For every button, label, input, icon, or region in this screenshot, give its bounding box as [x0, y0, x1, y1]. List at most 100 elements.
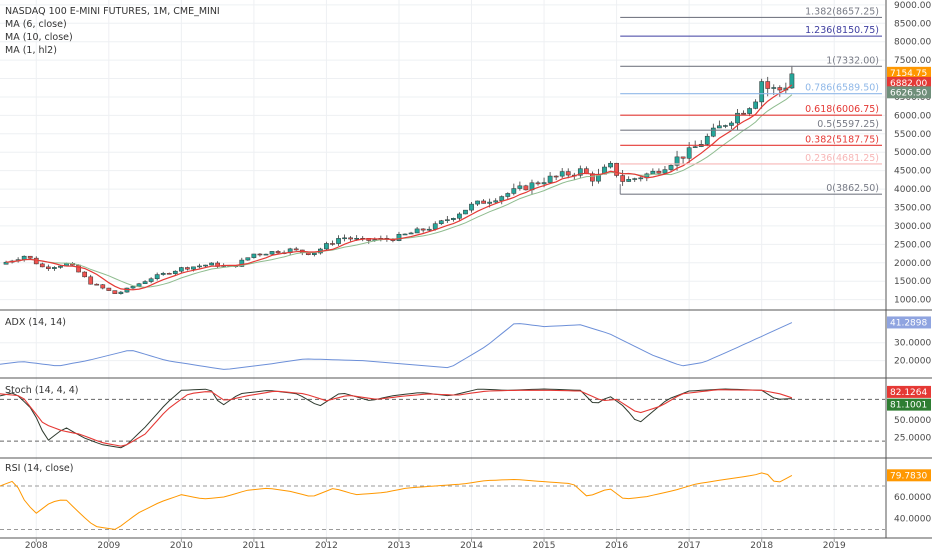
candle-body[interactable] — [257, 253, 263, 256]
candle-body[interactable] — [620, 175, 626, 182]
candle-body[interactable] — [753, 101, 759, 109]
candle-body[interactable] — [729, 122, 734, 126]
candle-body[interactable] — [112, 290, 118, 294]
candle-body[interactable] — [148, 278, 154, 282]
candle-body[interactable] — [82, 271, 87, 278]
candle-body[interactable] — [342, 237, 347, 240]
candle-body[interactable] — [692, 146, 698, 148]
candle-body[interactable] — [626, 179, 632, 182]
candle-body[interactable] — [263, 253, 269, 256]
candle-body[interactable] — [559, 171, 565, 177]
candle-body[interactable] — [27, 255, 33, 259]
candle-body[interactable] — [420, 228, 426, 231]
candle-body[interactable] — [438, 220, 444, 224]
candle-body[interactable] — [668, 165, 674, 170]
candle-body[interactable] — [52, 267, 57, 269]
candle-body[interactable] — [33, 257, 39, 265]
candle-body[interactable] — [493, 200, 499, 203]
candle-body[interactable] — [614, 162, 619, 176]
candle-body[interactable] — [789, 73, 795, 89]
candle-body[interactable] — [414, 228, 420, 234]
adx-panel[interactable] — [0, 322, 793, 370]
candle-body[interactable] — [517, 185, 523, 189]
candle-body[interactable] — [239, 259, 245, 267]
candle-body[interactable] — [269, 251, 275, 255]
candle-body[interactable] — [475, 200, 480, 205]
candle-body[interactable] — [747, 108, 752, 114]
candle-body[interactable] — [777, 87, 783, 91]
candle-body[interactable] — [656, 170, 662, 174]
candle-body[interactable] — [106, 287, 112, 291]
candle-body[interactable] — [547, 175, 553, 183]
stoch-panel[interactable] — [0, 388, 885, 449]
candle-body[interactable] — [251, 253, 257, 258]
candle-body[interactable] — [686, 147, 692, 159]
candle-body[interactable] — [336, 238, 341, 244]
candle-body[interactable] — [426, 228, 432, 231]
candle-body[interactable] — [481, 200, 486, 204]
candle-body[interactable] — [118, 291, 124, 294]
candle-body[interactable] — [741, 112, 746, 115]
candle-body[interactable] — [154, 274, 160, 279]
candle-body[interactable] — [76, 264, 81, 273]
candle-body[interactable] — [523, 185, 529, 191]
candle-body[interactable] — [499, 196, 505, 202]
candle-body[interactable] — [160, 273, 166, 275]
candle-body[interactable] — [650, 170, 656, 175]
candle-body[interactable] — [511, 188, 517, 194]
candle-body[interactable] — [130, 286, 136, 289]
candle-body[interactable] — [166, 273, 172, 275]
candle-body[interactable] — [674, 156, 680, 166]
candle-body[interactable] — [39, 263, 45, 268]
candle-body[interactable] — [541, 182, 547, 185]
candle-body[interactable] — [172, 270, 178, 274]
candle-body[interactable] — [354, 238, 360, 240]
candle-body[interactable] — [275, 251, 281, 254]
price-panel[interactable]: 0(3862.50) 0.236(4681.25) 0.382(5187.75) 0.… — [3, 6, 882, 295]
candle-body[interactable] — [662, 169, 668, 174]
candle-body[interactable] — [771, 87, 777, 89]
candle-body[interactable] — [245, 257, 251, 261]
candle-body[interactable] — [396, 233, 402, 241]
candle-body[interactable] — [191, 266, 196, 270]
rsi-panel[interactable] — [0, 472, 885, 531]
rsi-line[interactable] — [0, 472, 793, 530]
candle-body[interactable] — [142, 281, 148, 284]
candle-body[interactable] — [638, 177, 644, 180]
candle-body[interactable] — [311, 252, 317, 255]
adx-line[interactable] — [0, 322, 793, 370]
candle-body[interactable] — [324, 243, 329, 250]
candle-body[interactable] — [408, 232, 414, 235]
candle-body[interactable] — [632, 178, 638, 180]
candle-body[interactable] — [293, 248, 299, 251]
candle-body[interactable] — [704, 135, 710, 145]
candle-body[interactable] — [330, 243, 335, 245]
candle-body[interactable] — [203, 264, 208, 267]
candle-body[interactable] — [58, 265, 63, 268]
candle-body[interactable] — [457, 213, 462, 219]
candle-body[interactable] — [553, 175, 559, 178]
stoch-d-line[interactable] — [0, 389, 793, 447]
candle-body[interactable] — [463, 209, 468, 215]
candle-body[interactable] — [100, 284, 106, 289]
candle-body[interactable] — [88, 276, 94, 285]
candle-body[interactable] — [759, 81, 765, 103]
candle-body[interactable] — [535, 182, 541, 185]
candle-body[interactable] — [765, 81, 771, 89]
candle-body[interactable] — [565, 171, 571, 176]
candle-body[interactable] — [136, 283, 142, 287]
candle-body[interactable] — [505, 193, 511, 197]
candle-body[interactable] — [735, 112, 740, 124]
candle-body[interactable] — [432, 223, 438, 230]
candle-body[interactable] — [577, 168, 583, 176]
candle-body[interactable] — [444, 219, 450, 221]
candle-body[interactable] — [723, 125, 728, 127]
candle-body[interactable] — [94, 283, 100, 286]
candle-body[interactable] — [680, 156, 686, 159]
candle-body[interactable] — [185, 267, 190, 270]
candle-body[interactable] — [487, 201, 493, 204]
candle-body[interactable] — [469, 203, 474, 211]
candle-body[interactable] — [178, 267, 184, 272]
candle-body[interactable] — [209, 262, 214, 266]
candle-body[interactable] — [348, 237, 353, 240]
